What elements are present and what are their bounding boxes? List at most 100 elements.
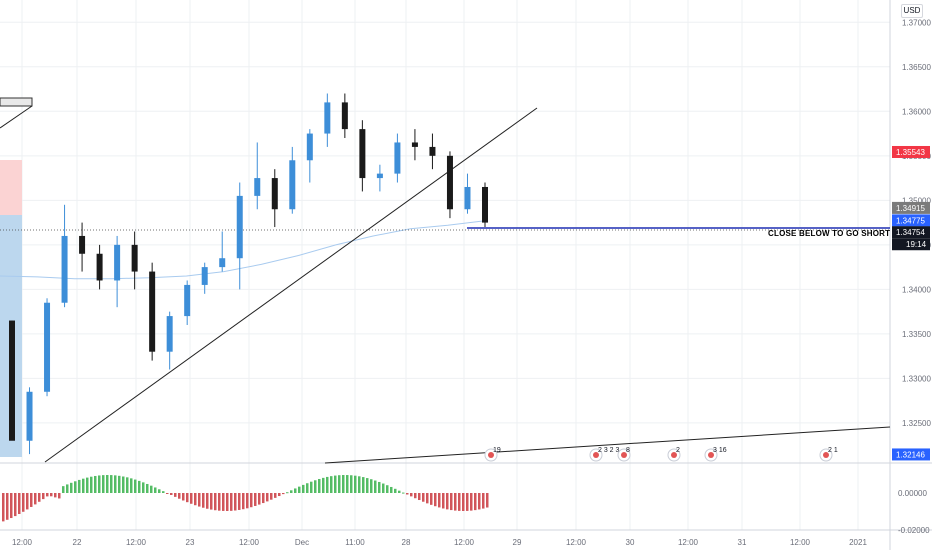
hist-bar: [114, 475, 117, 493]
hist-bar: [302, 484, 305, 493]
candle-body: [482, 186, 488, 223]
time-tick-label: 12:00: [12, 538, 33, 547]
indicator-tick-label: 0.00000: [898, 489, 927, 498]
price-label-bg: [892, 145, 930, 158]
candle-body: [9, 320, 15, 441]
time-tick-label: 12:00: [239, 538, 260, 547]
candle: [149, 262, 156, 361]
hist-bar: [318, 478, 321, 493]
lower-trendline[interactable]: [324, 426, 891, 464]
hist-bar: [262, 493, 265, 504]
hist-bar: [34, 493, 37, 505]
candle: [446, 151, 453, 219]
price-label-bg: [892, 448, 930, 461]
hist-bar: [154, 487, 157, 493]
candle: [131, 231, 138, 290]
hist-bar: [470, 493, 473, 511]
candle-body: [464, 186, 471, 210]
candle-body: [131, 244, 138, 272]
hist-bar: [330, 476, 333, 493]
hist-bar: [214, 493, 217, 511]
candle-body: [411, 142, 418, 147]
hist-bar: [26, 493, 29, 510]
candle: [201, 262, 208, 294]
hist-bar: [38, 493, 41, 502]
hist-bar: [170, 493, 173, 495]
event-count: 2: [676, 447, 680, 454]
time-axis[interactable]: 12:00 22 12:00 23 12:00 Dec 11:00 28 12:00 29 12:0…: [12, 538, 867, 547]
price-label-bg: [892, 201, 930, 214]
price-tick-label: 1.33000: [902, 374, 931, 383]
time-tick-label: 12:00: [790, 538, 811, 547]
price-label: 1.32146: [892, 448, 930, 461]
candle-body: [44, 302, 51, 392]
price-label: 1.34915: [892, 201, 930, 214]
hist-bar: [294, 488, 297, 493]
candle-body: [166, 316, 173, 352]
price-label: 1.34775: [892, 214, 930, 227]
hist-bar: [298, 486, 301, 493]
candle-body: [359, 129, 366, 179]
candle: [324, 93, 331, 147]
upper-left-trendline[interactable]: [0, 105, 33, 129]
hist-bar: [362, 477, 365, 493]
hist-bar: [130, 478, 133, 493]
hist-bar: [218, 493, 221, 511]
currency-badge[interactable]: USD: [901, 4, 923, 18]
hist-bar: [126, 477, 129, 493]
flag-dot-icon: [593, 452, 599, 458]
hist-bar: [466, 493, 469, 511]
hist-bar: [194, 493, 197, 506]
hist-bar: [322, 477, 325, 493]
event-marker[interactable]: 3 16: [704, 447, 727, 462]
hist-bar: [246, 493, 249, 509]
candle-body: [236, 195, 243, 259]
hist-bar: [478, 493, 481, 510]
hist-bar: [134, 479, 137, 493]
hist-bar: [434, 493, 437, 507]
hist-bar: [394, 488, 397, 493]
event-marker[interactable]: 19: [484, 447, 501, 462]
event-marker[interactable]: 2 3 2 3: [589, 447, 620, 462]
hist-bar: [106, 475, 109, 493]
event-marker[interactable]: 2: [667, 447, 681, 462]
candle-body: [26, 391, 33, 441]
hist-bar: [174, 493, 177, 497]
candle: [114, 235, 121, 308]
price-axis[interactable]: 1.370001.365001.360001.355001.350001.345…: [892, 18, 931, 535]
hist-bar: [382, 483, 385, 493]
hist-bar: [186, 493, 189, 503]
time-tick-label: 28: [402, 538, 411, 547]
price-label-text: 1.34775: [896, 216, 925, 225]
price-label: 1.35543: [892, 145, 930, 158]
hist-bar: [226, 493, 229, 511]
time-tick-label: 12:00: [126, 538, 147, 547]
flag-dot-icon: [488, 452, 494, 458]
event-marker[interactable]: 8: [617, 447, 631, 462]
hist-bar: [274, 493, 277, 498]
hist-bar: [266, 493, 269, 502]
time-tick-label: 12:00: [678, 538, 699, 547]
time-tick-label: 2021: [849, 538, 867, 547]
rising-trendline[interactable]: [44, 107, 538, 463]
candle-body: [149, 271, 156, 352]
hist-bar: [374, 480, 377, 493]
time-tick-label: 29: [513, 538, 522, 547]
event-marker[interactable]: 2 1: [819, 447, 838, 462]
hist-bar: [286, 492, 289, 494]
moving-average: [0, 220, 486, 280]
hist-bar: [198, 493, 201, 507]
hist-bar: [102, 475, 105, 493]
hist-bar: [46, 493, 49, 497]
price-tick-label: 1.33500: [902, 330, 931, 339]
flag-dot-icon: [621, 452, 627, 458]
hist-bar: [90, 476, 93, 493]
hist-bar: [370, 479, 373, 493]
candle-body: [376, 173, 383, 179]
trendlines[interactable]: [0, 105, 891, 464]
candle: [289, 146, 296, 214]
hist-bar: [242, 493, 245, 510]
candle: [236, 182, 243, 290]
